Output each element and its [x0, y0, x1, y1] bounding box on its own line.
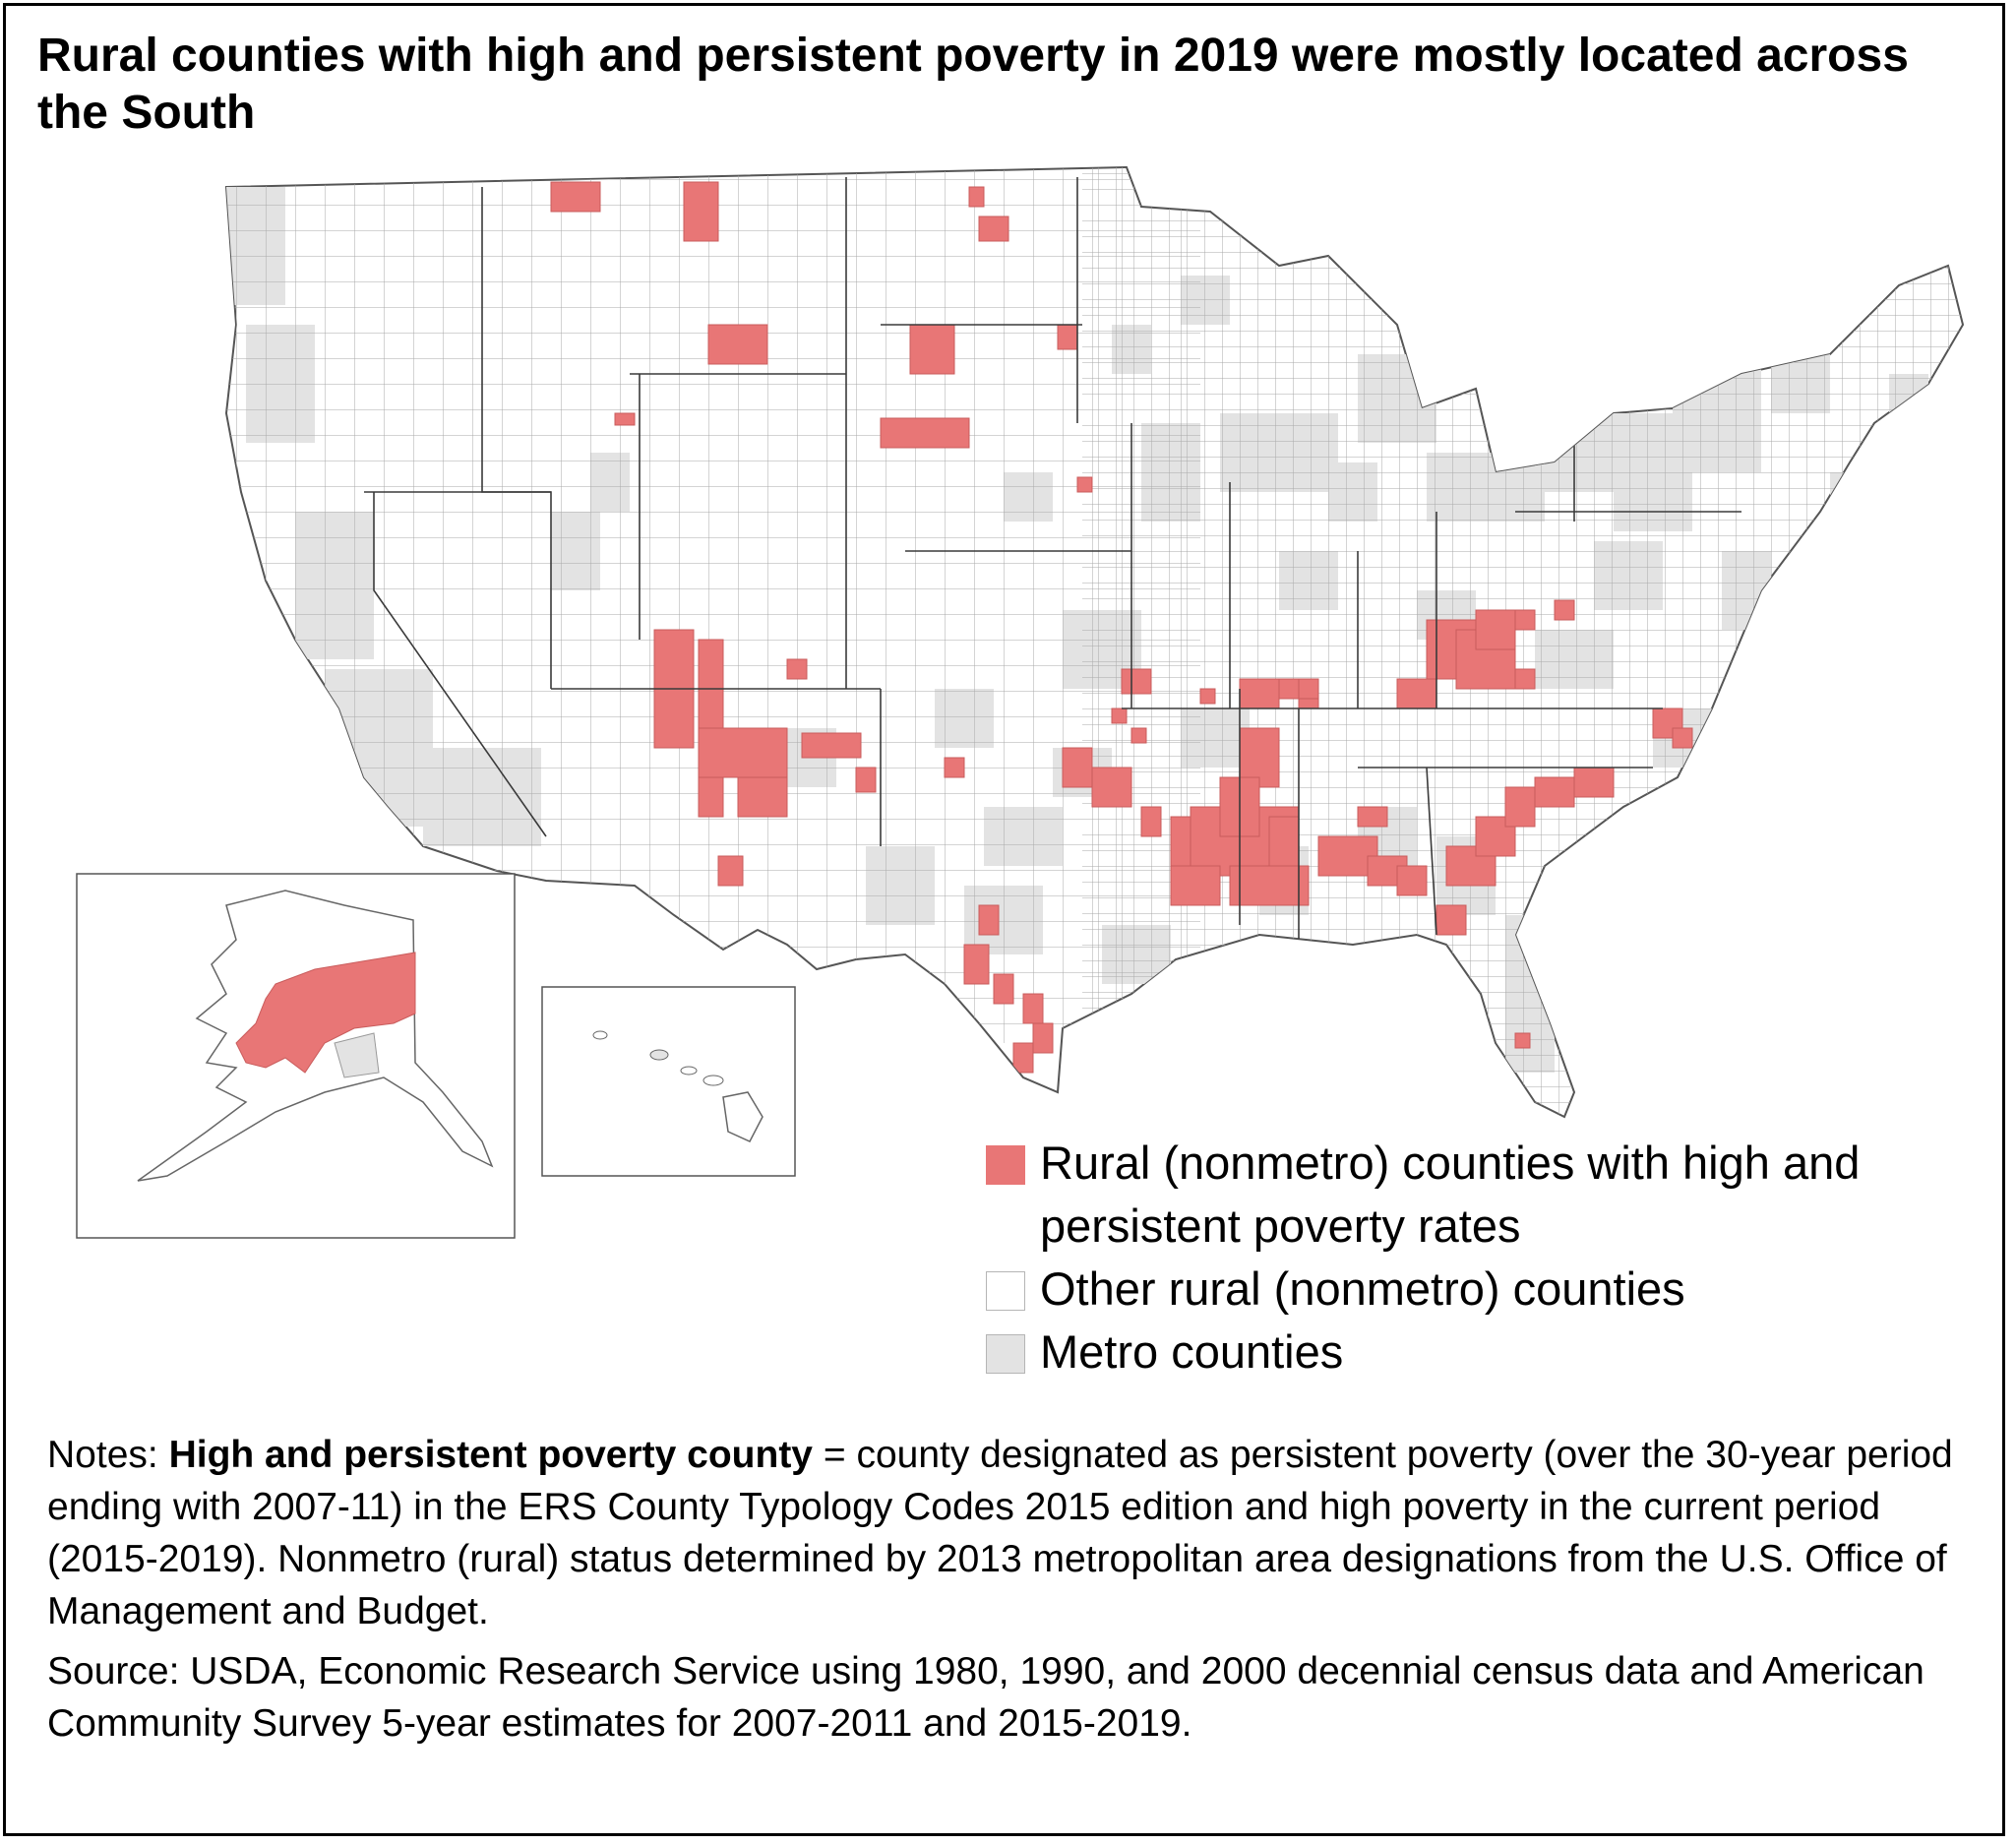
- notes-definition: = county designated as persistent povert…: [47, 1434, 1953, 1632]
- high-poverty-county: [1554, 599, 1575, 621]
- high-poverty-county: [1298, 678, 1319, 700]
- state-boundaries: [364, 177, 1741, 945]
- map-legend: Rural (nonmetro) counties with high and …: [986, 1132, 1970, 1384]
- high-poverty-county: [614, 412, 636, 426]
- notes-text: Notes: High and persistent poverty count…: [47, 1434, 1953, 1632]
- high-poverty-county: [1057, 324, 1078, 350]
- legend-label-other-rural: Other rural (nonmetro) counties: [1040, 1262, 1685, 1315]
- high-poverty-county: [1396, 865, 1428, 896]
- legend-item-high-poverty: Rural (nonmetro) counties with high and …: [986, 1132, 1970, 1258]
- high-poverty-county: [717, 855, 744, 887]
- high-poverty-county: [1514, 668, 1536, 690]
- high-poverty-county: [683, 181, 719, 242]
- high-poverty-county: [1076, 476, 1093, 493]
- chart-title: Rural counties with high and persistent …: [37, 30, 1909, 139]
- high-poverty-county: [1514, 1032, 1531, 1049]
- alaska-metro-region: [334, 1032, 380, 1078]
- high-poverty-county: [1032, 1022, 1054, 1054]
- high-poverty-county: [550, 181, 601, 213]
- legend-item-other-rural: Other rural (nonmetro) counties: [986, 1258, 1970, 1321]
- alaska-inset: [76, 873, 516, 1239]
- legend-item-metro: Metro counties: [986, 1321, 1970, 1384]
- alaska-high-poverty-region: [235, 952, 416, 1074]
- high-poverty-county: [786, 658, 808, 680]
- high-poverty-county: [978, 215, 1009, 242]
- high-poverty-county: [1357, 806, 1388, 828]
- high-poverty-county: [1170, 865, 1221, 906]
- high-poverty-county: [1268, 816, 1300, 867]
- high-poverty-county: [880, 417, 970, 449]
- high-poverty-county: [1229, 865, 1310, 906]
- high-poverty-county: [1396, 678, 1437, 709]
- eastern-county-grid: [1082, 167, 1963, 1117]
- high-poverty-county: [1534, 776, 1575, 808]
- high-poverty-county: [1239, 678, 1280, 709]
- notes-block: Notes: High and persistent poverty count…: [47, 1429, 1976, 1750]
- high-poverty-county: [1062, 747, 1093, 788]
- high-poverty-county: [707, 324, 768, 365]
- legend-swatch-high-poverty: [986, 1145, 1025, 1185]
- high-poverty-county: [1278, 678, 1300, 700]
- high-poverty-county: [1130, 727, 1147, 744]
- high-poverty-county: [1022, 993, 1044, 1024]
- high-poverty-county: [963, 944, 990, 985]
- high-poverty-county: [968, 186, 985, 208]
- high-poverty-county: [1514, 609, 1536, 631]
- legend-label-high-poverty: Rural (nonmetro) counties with high and …: [1040, 1137, 1861, 1252]
- high-poverty-county: [1121, 668, 1152, 695]
- high-poverty-county: [1475, 609, 1516, 650]
- high-poverty-county: [1672, 727, 1693, 749]
- high-poverty-county: [944, 757, 965, 778]
- high-poverty-county: [1111, 707, 1128, 724]
- high-poverty-county: [1504, 786, 1536, 828]
- high-poverty-county: [1091, 767, 1132, 808]
- high-poverty-county: [1012, 1042, 1034, 1074]
- source-text: Source: USDA, Economic Research Service …: [47, 1650, 1924, 1745]
- hawaii-inset: [541, 986, 796, 1177]
- high-poverty-county: [801, 732, 862, 759]
- legend-swatch-other-rural: [986, 1271, 1025, 1311]
- notes-term: High and persistent poverty county: [168, 1434, 813, 1476]
- high-poverty-county: [909, 324, 955, 375]
- high-poverty-county: [737, 776, 788, 818]
- high-poverty-county: [1140, 806, 1162, 837]
- high-poverty-county: [1199, 688, 1216, 705]
- high-poverty-county: [855, 767, 877, 793]
- high-poverty-county: [978, 904, 1000, 936]
- high-poverty-county: [698, 727, 788, 778]
- high-poverty-county: [993, 973, 1014, 1005]
- legend-label-metro: Metro counties: [1040, 1325, 1344, 1378]
- legend-swatch-metro: [986, 1334, 1025, 1374]
- high-poverty-county: [1573, 767, 1615, 798]
- high-poverty-county: [1436, 904, 1467, 936]
